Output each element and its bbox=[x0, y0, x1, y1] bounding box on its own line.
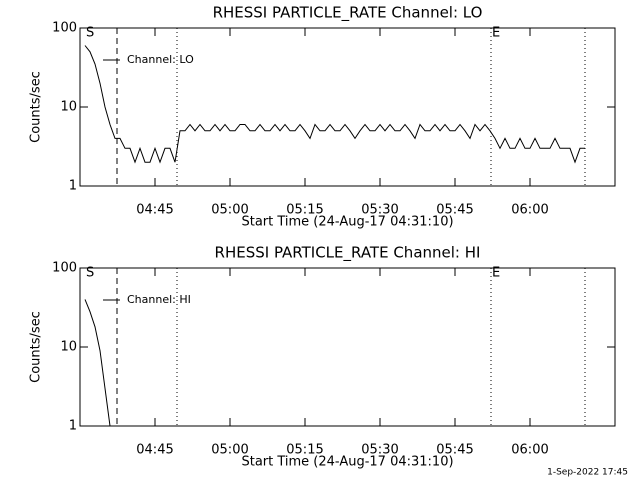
x-tick-label: 05:15 bbox=[286, 203, 323, 218]
x-tick-label: 05:30 bbox=[361, 203, 398, 218]
x-tick-label: 05:45 bbox=[436, 203, 473, 218]
x-tick-label: 05:45 bbox=[436, 443, 473, 458]
x-tick-label: 05:00 bbox=[211, 203, 248, 218]
series-line bbox=[84, 45, 585, 164]
x-tick-label: 05:00 bbox=[211, 443, 248, 458]
x-tick-label: 05:30 bbox=[361, 443, 398, 458]
x-axis-label: Start Time (24-Aug-17 04:31:10) bbox=[241, 455, 453, 470]
y-tick-label: 1 bbox=[69, 419, 77, 434]
legend-label: Channel: HI bbox=[127, 293, 191, 306]
y-tick-label: 10 bbox=[60, 340, 77, 355]
annotation: S bbox=[86, 266, 94, 281]
y-axis-label: Counts/sec bbox=[29, 311, 44, 383]
footer: 1-Sep-2022 17:45 bbox=[547, 468, 628, 478]
x-tick-label: 06:00 bbox=[511, 443, 548, 458]
x-tick-label: 04:45 bbox=[136, 203, 173, 218]
annotation: S bbox=[86, 26, 94, 41]
annotation: E bbox=[492, 266, 500, 281]
chart-title: RHESSI PARTICLE_RATE Channel: LO bbox=[213, 4, 483, 23]
legend-label: Channel: LO bbox=[127, 53, 194, 66]
y-tick-label: 100 bbox=[52, 261, 77, 276]
y-tick-label: 1 bbox=[69, 179, 77, 194]
x-axis-label: Start Time (24-Aug-17 04:31:10) bbox=[241, 215, 453, 230]
x-tick-label: 04:45 bbox=[136, 443, 173, 458]
x-tick-label: 05:15 bbox=[286, 443, 323, 458]
annotation: E bbox=[492, 26, 500, 41]
y-axis-label: Counts/sec bbox=[29, 71, 44, 143]
chart-title: RHESSI PARTICLE_RATE Channel: HI bbox=[215, 244, 481, 263]
series-line bbox=[84, 299, 111, 426]
y-tick-label: 100 bbox=[52, 21, 77, 36]
y-tick-label: 10 bbox=[60, 100, 77, 115]
x-tick-label: 06:00 bbox=[511, 203, 548, 218]
